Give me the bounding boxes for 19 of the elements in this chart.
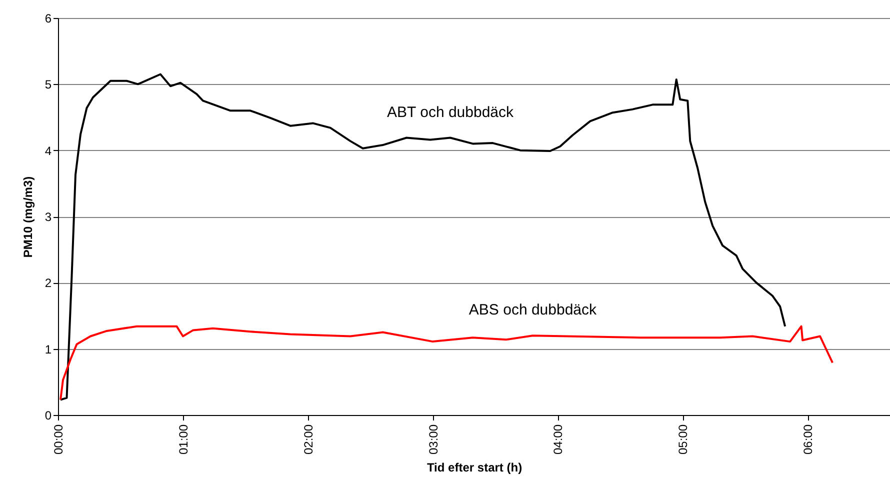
y-tick-label: 1 [44,342,52,356]
y-tick-label: 5 [44,78,52,92]
line-series [60,325,834,401]
x-tick-label: 02:00 [301,424,316,455]
y-tick-label: 3 [44,210,52,224]
y-tick-label: 4 [44,144,52,158]
y-tick-label: 0 [44,408,52,422]
x-tick-label: 01:00 [176,424,190,455]
x-tick-label: 03:00 [426,424,440,455]
x-tick-label: 05:00 [676,424,690,455]
series-label: ABS och dubbdäck [468,302,598,319]
y-axis-title: PM10 (mg/m3) [20,176,35,258]
series-label: ABT och dubbdäck [387,104,514,121]
y-tick-label: 6 [44,12,52,26]
x-axis-title: Tid efter start (h) [426,460,522,475]
x-tick-label: 04:00 [551,424,566,455]
x-tick-label: 06:00 [801,424,816,455]
x-tick-label: 00:00 [52,424,66,455]
y-tick-label: 2 [44,276,52,290]
